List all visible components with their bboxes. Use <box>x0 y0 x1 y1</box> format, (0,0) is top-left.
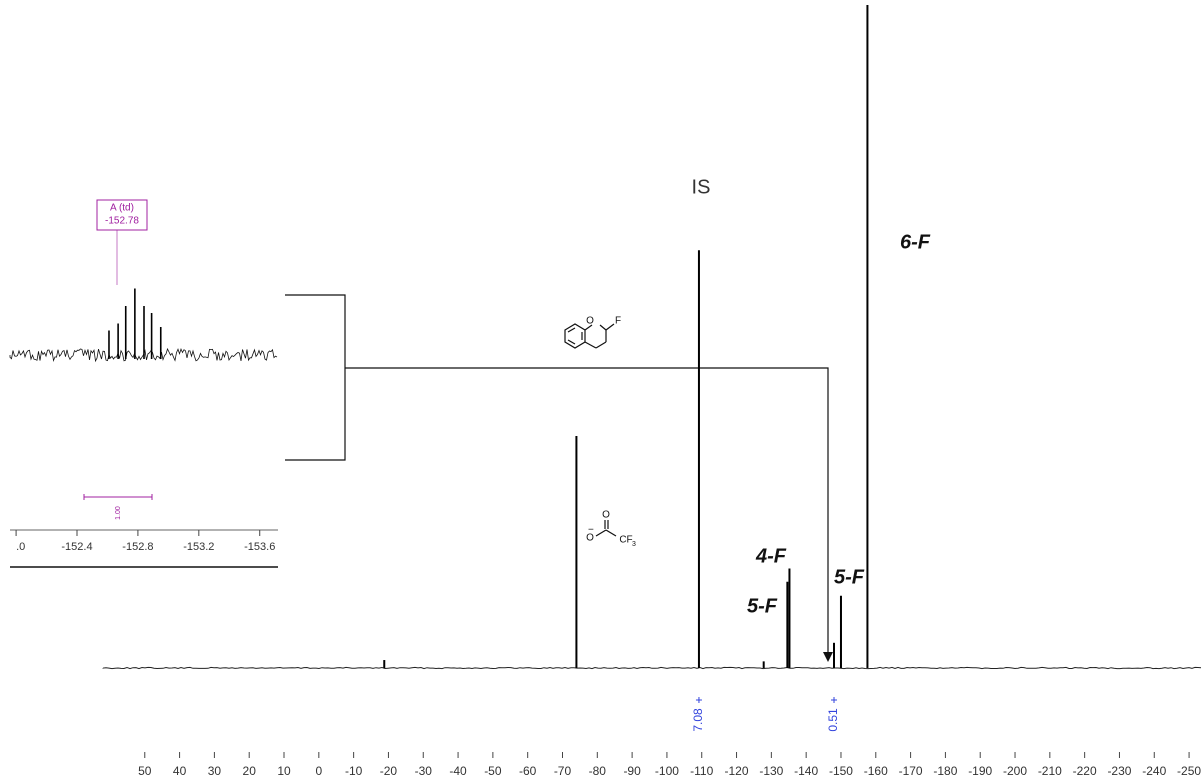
x-tick-label: -150 <box>829 764 853 778</box>
x-tick-label: -190 <box>968 764 992 778</box>
inset-tick-label: -153.6 <box>244 541 275 553</box>
x-tick-label: -240 <box>1142 764 1166 778</box>
inset-integral: 1.00 <box>115 506 122 520</box>
x-tick-label: 10 <box>277 764 291 778</box>
inset-noise <box>9 347 278 363</box>
integral-hook <box>695 697 702 703</box>
x-tick-label: -250 <box>1177 764 1201 778</box>
peak-label: A (td) <box>110 203 134 214</box>
structure-label: O <box>602 510 610 521</box>
x-tick-label: -110 <box>690 764 713 778</box>
x-tick-label: -120 <box>725 764 749 778</box>
x-tick-label: -80 <box>589 764 607 778</box>
integral-label: 7.08 <box>691 708 705 732</box>
x-tick-label: 20 <box>243 764 257 778</box>
integral-hook <box>831 697 838 703</box>
x-tick-label: -230 <box>1107 764 1131 778</box>
x-tick-label: 30 <box>208 764 222 778</box>
integral-bar <box>83 494 153 500</box>
arrow-head <box>823 652 833 662</box>
x-tick-label: -30 <box>415 764 433 778</box>
x-tick-label: -60 <box>519 764 537 778</box>
structure-label: O <box>586 316 594 327</box>
charge: − <box>588 525 594 536</box>
peak-annotation: 6-F <box>900 231 931 253</box>
x-tick-label: 40 <box>173 764 187 778</box>
peak-annotation: 4-F <box>755 545 787 567</box>
baseline <box>102 666 1202 670</box>
x-tick-label: -10 <box>345 764 363 778</box>
integral-label: 0.51 <box>826 708 840 732</box>
inset-tick-label: .0 <box>16 541 25 553</box>
inset-tick-label: -153.2 <box>183 541 214 553</box>
peak-annotation: 5-F <box>834 566 865 588</box>
x-tick-label: -200 <box>1003 764 1027 778</box>
peak-annotation: 5-F <box>747 595 778 617</box>
bracket <box>285 294 346 461</box>
x-tick-label: 0 <box>315 764 322 778</box>
connector <box>345 367 829 652</box>
x-tick-label: -210 <box>1038 764 1062 778</box>
x-tick-label: 50 <box>138 764 152 778</box>
peak-label: -152.78 <box>105 216 139 227</box>
x-tick-label: -20 <box>380 764 398 778</box>
peak-label-box <box>96 199 148 231</box>
inset-tick-label: -152.4 <box>61 541 92 553</box>
x-tick-label: -40 <box>449 764 467 778</box>
x-tick-label: -100 <box>655 764 679 778</box>
x-tick-label: -130 <box>759 764 783 778</box>
peak-annotation: IS <box>692 176 711 198</box>
x-tick-label: -160 <box>864 764 888 778</box>
structure-label: 3 <box>632 541 636 548</box>
structure-label: F <box>615 316 621 327</box>
inset-tick-label: -152.8 <box>122 541 153 553</box>
x-tick-label: -220 <box>1073 764 1097 778</box>
structure-label: CF <box>619 535 632 546</box>
x-tick-label: -70 <box>554 764 572 778</box>
x-tick-label: -140 <box>794 764 818 778</box>
x-tick-label: -170 <box>899 764 923 778</box>
x-tick-label: -180 <box>933 764 957 778</box>
x-tick-label: -90 <box>623 764 641 778</box>
structure <box>564 323 617 537</box>
structure-label: O <box>586 533 594 544</box>
x-tick-label: -50 <box>484 764 502 778</box>
